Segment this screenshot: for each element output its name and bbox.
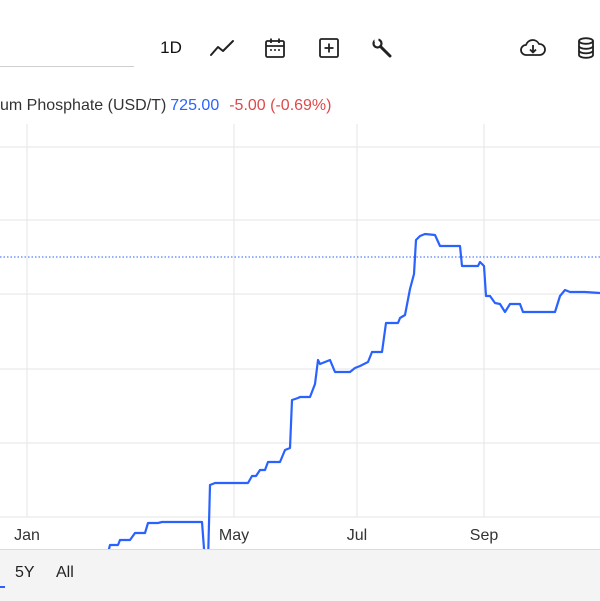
x-tick-label: Jul [347, 527, 367, 544]
chart-toolbar: 1D [0, 24, 600, 74]
interval-button[interactable]: 1D [160, 38, 182, 57]
header-strip [0, 0, 600, 25]
download-button[interactable] [518, 34, 548, 62]
calendar-icon [265, 38, 285, 58]
range-selector-bar: 5Y All [0, 549, 600, 601]
wrench-icon [372, 38, 392, 58]
legend-last-price: 725.00 [170, 97, 220, 114]
price-chart[interactable]: Jan May Jul Sep [0, 74, 600, 549]
x-tick-label: Jan [14, 527, 40, 544]
legend-symbol-name: um Phosphate (USD/T) [0, 97, 167, 114]
database-icon [578, 37, 594, 59]
range-5y-button[interactable]: 5Y [15, 564, 35, 581]
x-tick-label: May [219, 527, 249, 544]
chart-settings-button[interactable] [369, 34, 395, 62]
chart-legend: um Phosphate (USD/T) 725.00 -5.00 (-0.69%) [0, 97, 331, 117]
add-box-icon [319, 38, 339, 58]
symbol-search-input[interactable] [0, 24, 134, 67]
cloud-download-icon [520, 39, 546, 56]
series-line [107, 232, 600, 549]
range-all-button[interactable]: All [56, 564, 74, 581]
legend-price-change: -5.00 (-0.69%) [229, 97, 332, 114]
data-button[interactable] [574, 34, 598, 62]
chart-type-button[interactable] [208, 34, 236, 62]
range-active-indicator [0, 586, 5, 588]
line-chart-icon [210, 40, 234, 56]
add-indicator-button[interactable] [316, 34, 342, 62]
date-range-button[interactable] [262, 34, 288, 62]
x-tick-label: Sep [470, 527, 499, 544]
